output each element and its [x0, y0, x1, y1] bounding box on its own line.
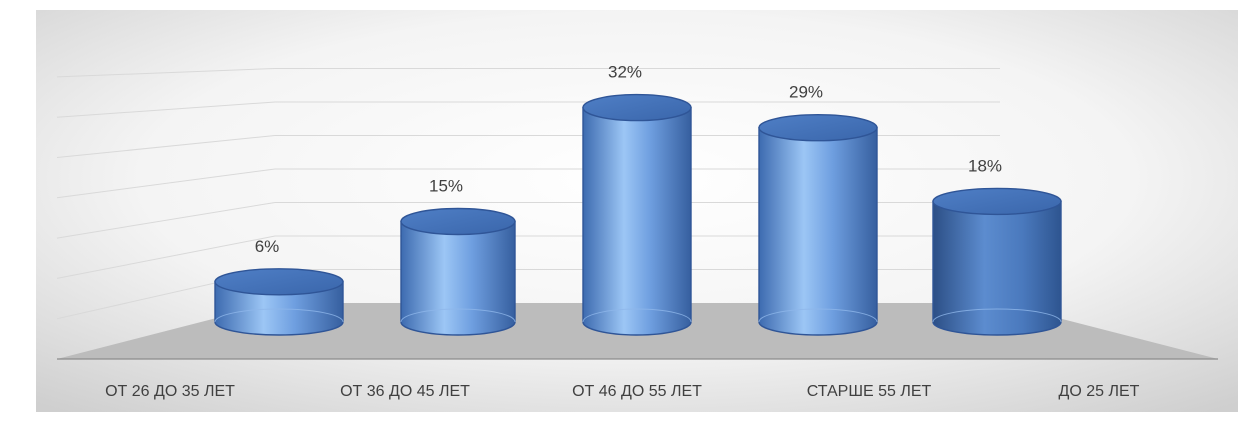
bar-base-edge — [932, 308, 1062, 323]
bar — [400, 207, 516, 336]
bar-top — [932, 187, 1062, 216]
bar-top — [758, 113, 878, 142]
bar — [758, 113, 878, 336]
bar-body — [932, 200, 1062, 336]
side-gridline — [56, 235, 276, 279]
category-label: ОТ 46 ДО 55 ЛЕТ — [572, 383, 702, 400]
bar-top — [582, 93, 692, 122]
bar-base-edge — [582, 308, 692, 323]
bar-body — [214, 281, 344, 336]
bar-base-edge — [214, 308, 344, 323]
side-gridline — [56, 101, 276, 118]
side-gridline — [56, 168, 276, 199]
bar — [932, 187, 1062, 336]
bar-body — [582, 106, 692, 336]
category-label: ДО 25 ЛЕТ — [1059, 383, 1140, 400]
data-label: 32% — [608, 63, 642, 82]
category-labels: ОТ 26 ДО 35 ЛЕТ ОТ 36 ДО 45 ЛЕТ ОТ 46 ДО 5… — [105, 383, 1140, 400]
bar — [214, 268, 344, 336]
data-label: 29% — [789, 83, 823, 102]
bar — [582, 93, 692, 336]
value-labels: 6% 15% 32% 29% 18% — [255, 63, 1002, 256]
bar-top — [214, 268, 344, 296]
category-label: СТАРШЕ 55 ЛЕТ — [807, 383, 932, 400]
bar-body — [400, 220, 516, 336]
bar-top — [400, 207, 516, 236]
bar-body — [758, 127, 878, 336]
data-label: 15% — [429, 177, 463, 196]
category-label: ОТ 26 ДО 35 ЛЕТ — [105, 383, 235, 400]
bar-base-edge — [400, 308, 516, 323]
data-label: 18% — [968, 156, 1002, 175]
data-label: 6% — [255, 237, 280, 256]
side-gridline — [56, 202, 276, 239]
category-label: ОТ 36 ДО 45 ЛЕТ — [340, 383, 470, 400]
bar-base-edge — [758, 308, 878, 323]
bars — [214, 93, 1062, 336]
side-gridline — [56, 68, 276, 78]
side-gridline — [56, 135, 276, 158]
